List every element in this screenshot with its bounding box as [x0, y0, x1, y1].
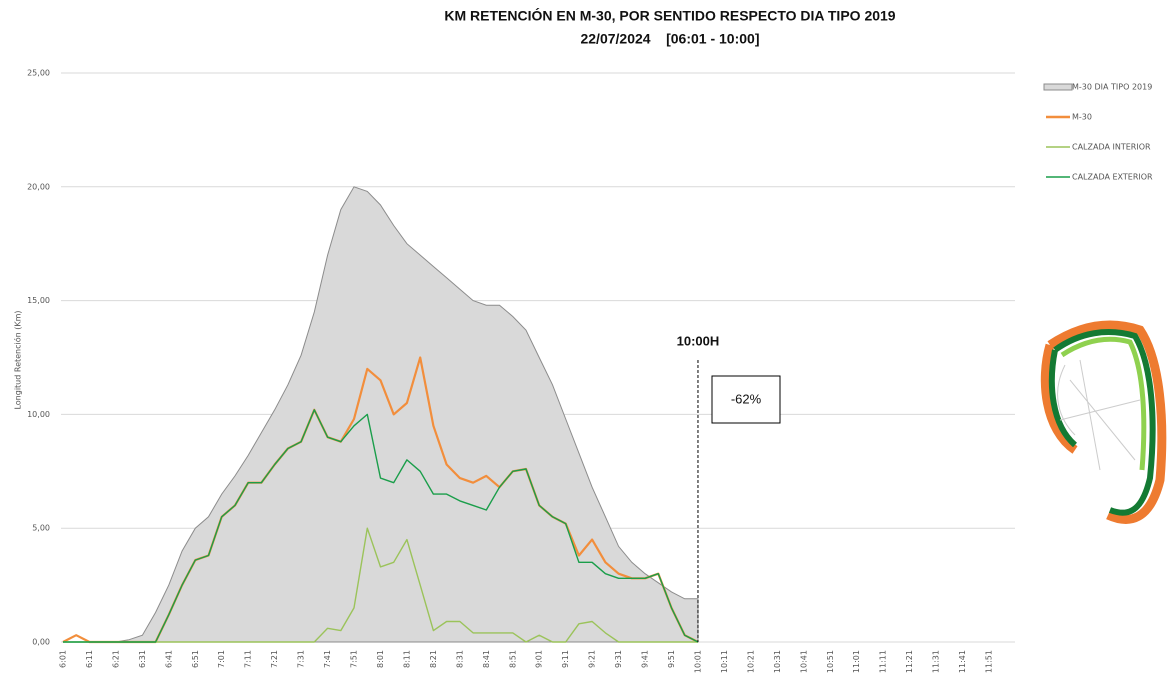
x-tick-label: 10:21: [746, 650, 755, 673]
x-tick-label: 7:01: [217, 650, 226, 668]
y-tick-label: 0,00: [32, 638, 50, 647]
y-tick-label: 20,00: [27, 182, 50, 191]
x-tick-label: 9:41: [641, 650, 650, 668]
map-icon: [1040, 320, 1167, 524]
map-ring-outer: [1047, 320, 1167, 524]
legend-label: M-30 DIA TIPO 2019: [1072, 83, 1152, 92]
area: [63, 186, 699, 643]
x-tick-label: 10:01: [693, 650, 702, 673]
x-tick-label: 6:11: [85, 650, 94, 668]
map-ring-outer-west: [1040, 343, 1078, 454]
chart-title: KM RETENCIÓN EN M-30, POR SENTIDO RESPEC…: [444, 7, 895, 24]
x-tick-label: 9:31: [614, 650, 623, 668]
legend-swatch: [1043, 83, 1073, 91]
x-tick-label: 11:01: [852, 650, 861, 673]
y-tick-label: 10,00: [27, 410, 50, 419]
x-tick-label: 9:21: [588, 650, 597, 668]
y-tick-label: 5,00: [32, 524, 50, 533]
x-tick-label: 10:31: [773, 650, 782, 673]
x-tick-label: 8:11: [402, 650, 411, 668]
annotation-label: 10:00H: [677, 333, 720, 348]
annotation-change: -62%: [731, 391, 762, 406]
y-tick-label: 15,00: [27, 296, 50, 305]
map-streets: [1057, 359, 1141, 471]
x-tick-label: 10:11: [720, 650, 729, 673]
annotation-box: [711, 375, 781, 424]
x-tick-label: 6:41: [164, 650, 173, 668]
x-tick-label: 9:01: [535, 650, 544, 668]
x-tick-label: 11:51: [985, 650, 994, 673]
x-tick-label: 7:31: [297, 650, 306, 668]
legend-label: CALZADA EXTERIOR: [1072, 173, 1153, 182]
y-tick-label: 25,00: [27, 69, 50, 78]
x-tick-label: 6:51: [191, 650, 200, 668]
x-tick-label: 6:31: [138, 650, 147, 668]
line: [63, 409, 699, 643]
line: [63, 527, 698, 643]
x-tick-label: 8:01: [376, 650, 385, 668]
x-tick-label: 7:21: [270, 650, 279, 668]
x-tick-label: 6:21: [111, 650, 120, 668]
chart-subtitle: 22/07/2024 [06:01 - 10:00]: [580, 31, 759, 47]
y-axis-label: Longitud Retención (Km): [13, 310, 23, 409]
x-tick-label: 11:41: [958, 650, 967, 673]
map-ring-exterior: [1053, 329, 1156, 516]
x-tick-label: 9:51: [667, 650, 676, 668]
x-tick-label: 10:51: [826, 650, 835, 673]
x-tick-label: 10:41: [799, 650, 808, 673]
map-ring-interior: [1060, 336, 1147, 471]
x-tick-label: 11:21: [905, 650, 914, 673]
x-tick-label: 7:11: [244, 650, 253, 668]
legend-label: M-30: [1072, 113, 1092, 122]
legend-label: CALZADA INTERIOR: [1072, 143, 1151, 152]
x-tick-label: 8:41: [482, 650, 491, 668]
x-tick-label: 8:21: [429, 650, 438, 668]
x-tick-label: 8:31: [455, 650, 464, 668]
map-ring-exterior-west: [1048, 349, 1078, 448]
x-tick-label: 8:51: [508, 650, 517, 668]
x-tick-label: 7:51: [350, 650, 359, 668]
x-tick-label: 11:31: [932, 650, 941, 673]
x-tick-label: 7:41: [323, 650, 332, 668]
x-tick-label: 11:11: [879, 650, 888, 673]
x-tick-label: 6:01: [59, 650, 68, 668]
x-tick-label: 9:11: [561, 650, 570, 668]
